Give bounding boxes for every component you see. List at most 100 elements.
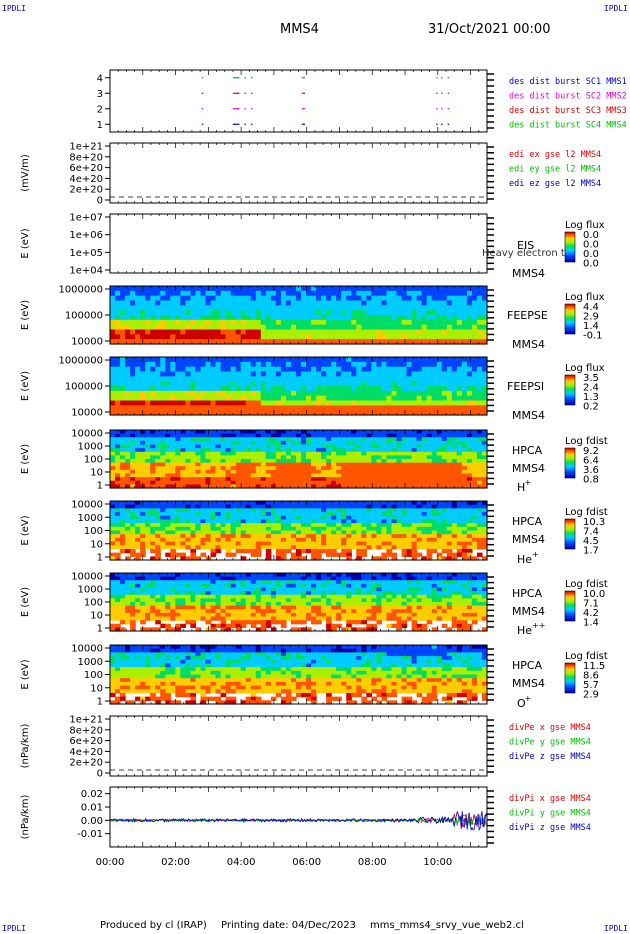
eis-spacecraft: MMS4 <box>512 267 545 280</box>
hpca_he1-spacecraft: MMS4 <box>512 533 545 546</box>
feepsi-colorbar-tick: 1.3 <box>583 392 599 403</box>
hpca_he1-instrument: HPCA <box>512 515 543 528</box>
divpi-series-3 <box>109 810 488 832</box>
hpca_o-colorbar-title: Log fdist <box>565 651 608 662</box>
divpe-ylabel: (nPa/km) <box>20 724 31 769</box>
eis-frame <box>109 213 488 274</box>
hpca_he2-species-charge: ++ <box>532 621 545 630</box>
divpi-ytick: 0.02 <box>81 789 103 800</box>
edi-frame <box>109 142 488 204</box>
divpe-frame <box>109 715 488 777</box>
eis-colorbar-tick: 0.0 <box>583 249 599 260</box>
eis-ytick: 1e+06 <box>69 230 103 241</box>
hpca_h-ytick: 10000 <box>71 429 103 440</box>
eis-colorbar-tick: 0.0 <box>583 259 599 270</box>
hpca_he2-ytick: 100 <box>84 598 103 609</box>
divpi-ytick: 0.01 <box>81 803 103 814</box>
hpca_h-colorbar-tick: 9.2 <box>583 446 599 457</box>
corner-label-bottom-left: IPDLI <box>2 924 27 933</box>
feepsi-ytick: 10000 <box>71 408 103 419</box>
feepsi-colorbar <box>564 374 576 406</box>
hpca_o-colorbar-tick: 5.7 <box>583 680 599 691</box>
eis-colorbar-tick: 0.0 <box>583 240 599 251</box>
hpca_h-spectrogram <box>110 430 488 489</box>
feepse-ytick: 10000 <box>71 337 103 348</box>
hpca_o-instrument: HPCA <box>512 659 543 672</box>
burst-ytick: 2 <box>97 104 103 115</box>
hpca_o-ytick: 1000 <box>78 657 103 668</box>
feepsi-colorbar-title: Log flux <box>565 363 605 374</box>
footer-script-name: mms_mms4_srvy_vue_web2.cl <box>370 920 524 931</box>
divpe-ytick: 1e+21 <box>69 715 103 726</box>
hpca_h-ytick: 1000 <box>78 442 103 453</box>
hpca_he2-colorbar <box>564 590 576 622</box>
divpe-legend-2: divPe y gse MMS4 <box>509 738 591 748</box>
edi-ytick: 2e+20 <box>69 185 103 196</box>
burst-legend-4: des dist burst SC4 MMS4 <box>509 121 627 131</box>
divpi-legend-2: divPi y gse MMS4 <box>509 809 591 819</box>
hpca_o-spectrogram <box>110 645 488 705</box>
feepsi-colorbar-tick: 2.4 <box>583 383 599 394</box>
hpca_he1-colorbar <box>564 518 576 550</box>
hpca_h-colorbar-title: Log fdist <box>565 436 608 447</box>
feepsi-spectrogram <box>110 357 488 416</box>
divpe-legend-3: divPe z gse MMS4 <box>509 752 591 762</box>
corner-label-bottom-right: IPDLI <box>603 924 628 933</box>
hpca_h-ytick: 10 <box>90 468 103 479</box>
burst-legend-1: des dist burst SC1 MMS1 <box>509 77 627 87</box>
hpca_he1-spectrogram <box>110 501 488 561</box>
eis-colorbar-title: Log flux <box>565 220 605 231</box>
hpca_he2-colorbar-tick: 1.4 <box>583 618 599 629</box>
eis-ytick: 1e+07 <box>69 213 103 224</box>
hpca_o-species-charge: + <box>525 694 532 703</box>
hpca_he2-ytick: 10 <box>90 611 103 622</box>
x-tick-label: 08:00 <box>358 857 387 868</box>
hpca_he2-ylabel: E (eV) <box>20 587 31 617</box>
hpca_o-colorbar <box>564 662 576 694</box>
hpca_he1-colorbar-tick: 4.5 <box>583 536 599 547</box>
feepsi-ytick: 100000 <box>65 382 103 393</box>
hpca_h-ytick: 1 <box>97 481 103 492</box>
hpca_he1-colorbar-tick: 1.7 <box>583 546 599 557</box>
hpca_he2-colorbar-tick: 4.2 <box>583 608 599 619</box>
hpca_he1-ytick: 100 <box>84 526 103 537</box>
feepse-ytick: 1000000 <box>58 285 103 296</box>
eis-colorbar <box>564 231 576 263</box>
hpca_he2-ytick: 10000 <box>71 572 103 583</box>
edi-legend-1: edi ex gse l2 MMS4 <box>509 150 601 160</box>
divpi-legend-1: divPi x gse MMS4 <box>509 794 591 804</box>
burst-legend-3: des dist burst SC3 MMS3 <box>509 106 627 116</box>
hpca_o-spacecraft: MMS4 <box>512 677 545 690</box>
feepse-ytick: 100000 <box>65 311 103 322</box>
divpe-ytick: 0 <box>97 769 103 780</box>
hpca_he1-species: He <box>517 553 532 566</box>
edi-ylabel: (mV/m) <box>20 154 31 192</box>
divpi-frame <box>109 786 488 848</box>
footer-printing-date: Printing date: 04/Dec/2023 <box>221 920 357 931</box>
hpca_o-ytick: 100 <box>84 670 103 681</box>
edi-ytick: 4e+20 <box>69 174 103 185</box>
burst-ytick: 1 <box>97 120 103 131</box>
date-title: 31/Oct/2021 00:00 <box>428 22 551 37</box>
hpca_he1-ytick: 10000 <box>71 500 103 511</box>
edi-legend-3: edi ez gse l2 MMS4 <box>509 179 601 189</box>
feepse-spacecraft: MMS4 <box>512 338 545 351</box>
feepsi-colorbar-tick: 0.2 <box>583 402 599 413</box>
hpca_he2-spacecraft: MMS4 <box>512 605 545 618</box>
eis-ytick: 1e+05 <box>69 248 103 259</box>
eis-colorbar-tick: 0.0 <box>583 230 599 241</box>
hpca_he2-ytick: 1000 <box>78 585 103 596</box>
hpca_o-ytick: 1 <box>97 697 103 708</box>
hpca_h-ylabel: E (eV) <box>20 444 31 474</box>
divpi-ylabel: (nPa/km) <box>20 795 31 840</box>
divpi-legend-3: divPi z gse MMS4 <box>509 823 591 833</box>
hpca_he1-colorbar-title: Log fdist <box>565 507 608 518</box>
feepsi-colorbar-tick: 3.5 <box>583 373 599 384</box>
hpca_he1-ylabel: E (eV) <box>20 515 31 545</box>
x-tick-label: 02:00 <box>161 857 190 868</box>
hpca_o-ylabel: E (eV) <box>20 659 31 689</box>
feepse-colorbar-tick: 4.4 <box>583 302 599 313</box>
edi-ytick: 1e+21 <box>69 142 103 153</box>
hpca_h-instrument: HPCA <box>512 444 543 457</box>
hpca_he1-colorbar-tick: 10.3 <box>583 517 605 528</box>
